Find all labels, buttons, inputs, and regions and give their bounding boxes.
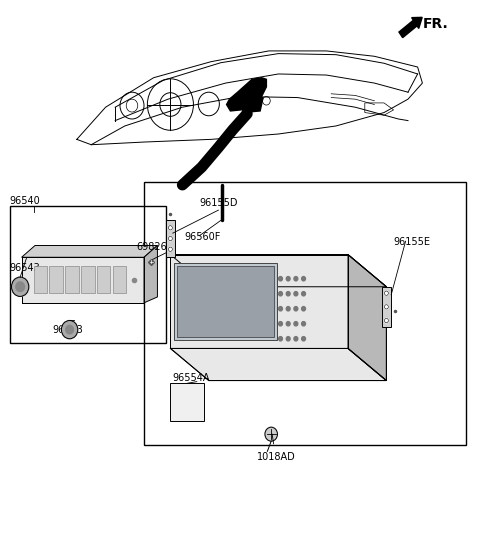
Bar — [81, 266, 95, 293]
Text: 69826: 69826 — [137, 242, 168, 251]
Polygon shape — [22, 245, 157, 257]
Circle shape — [278, 292, 282, 296]
Circle shape — [278, 277, 282, 281]
Text: 96554A: 96554A — [173, 373, 210, 383]
Circle shape — [286, 322, 290, 326]
Bar — [34, 266, 47, 293]
Circle shape — [294, 337, 298, 341]
Text: 96155D: 96155D — [199, 198, 238, 207]
Bar — [166, 220, 175, 257]
Circle shape — [294, 322, 298, 326]
Circle shape — [286, 277, 290, 281]
Circle shape — [168, 247, 172, 251]
Text: 96155E: 96155E — [394, 237, 431, 247]
Circle shape — [384, 304, 388, 309]
Circle shape — [12, 277, 29, 296]
Circle shape — [294, 307, 298, 311]
Bar — [382, 287, 391, 327]
Polygon shape — [170, 348, 386, 381]
Bar — [65, 266, 79, 293]
Text: 1018AD: 1018AD — [257, 452, 296, 461]
Circle shape — [286, 337, 290, 341]
Bar — [177, 266, 275, 337]
Polygon shape — [144, 245, 157, 303]
Circle shape — [168, 236, 172, 241]
Polygon shape — [227, 78, 266, 111]
Circle shape — [286, 307, 290, 311]
Circle shape — [168, 226, 172, 230]
Circle shape — [278, 322, 282, 326]
Circle shape — [61, 321, 78, 339]
Circle shape — [294, 277, 298, 281]
Bar — [174, 263, 277, 340]
Bar — [49, 266, 63, 293]
Circle shape — [66, 325, 73, 334]
Circle shape — [301, 292, 305, 296]
Circle shape — [294, 292, 298, 296]
Circle shape — [16, 282, 24, 292]
Polygon shape — [170, 255, 386, 287]
Polygon shape — [170, 255, 348, 348]
Bar — [170, 383, 204, 421]
Circle shape — [278, 307, 282, 311]
Bar — [10, 206, 166, 343]
Circle shape — [265, 427, 277, 441]
Circle shape — [278, 337, 282, 341]
Circle shape — [301, 337, 305, 341]
Circle shape — [384, 291, 388, 295]
Text: 96543: 96543 — [10, 263, 40, 273]
Text: FR.: FR. — [422, 17, 448, 31]
Circle shape — [286, 292, 290, 296]
Text: 96560F: 96560F — [185, 232, 221, 242]
Circle shape — [301, 277, 305, 281]
Bar — [144, 182, 466, 445]
Circle shape — [301, 307, 305, 311]
Polygon shape — [348, 255, 386, 381]
Bar — [113, 266, 126, 293]
Polygon shape — [242, 98, 263, 113]
Text: 96543: 96543 — [53, 325, 84, 334]
Circle shape — [384, 318, 388, 323]
Polygon shape — [22, 257, 144, 303]
Bar — [97, 266, 110, 293]
Circle shape — [301, 322, 305, 326]
FancyArrow shape — [399, 17, 422, 38]
Text: 96540: 96540 — [10, 196, 40, 206]
